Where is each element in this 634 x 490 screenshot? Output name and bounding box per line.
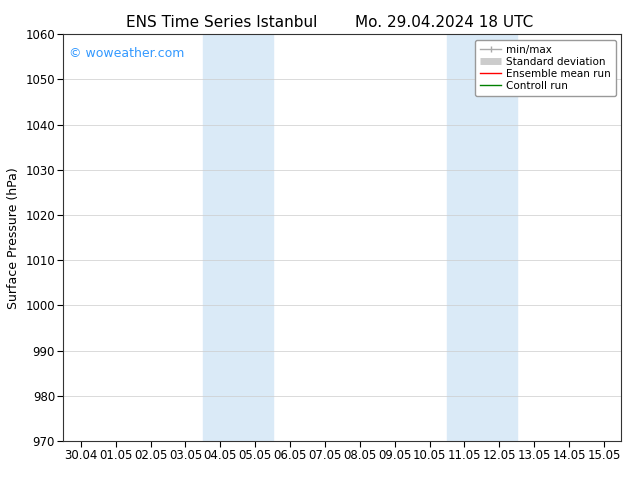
- Text: © woweather.com: © woweather.com: [69, 47, 184, 59]
- Y-axis label: Surface Pressure (hPa): Surface Pressure (hPa): [7, 167, 20, 309]
- Legend: min/max, Standard deviation, Ensemble mean run, Controll run: min/max, Standard deviation, Ensemble me…: [475, 40, 616, 96]
- Text: ENS Time Series Istanbul: ENS Time Series Istanbul: [126, 15, 318, 30]
- Bar: [447, 34, 517, 441]
- Bar: [203, 34, 273, 441]
- Text: Mo. 29.04.2024 18 UTC: Mo. 29.04.2024 18 UTC: [354, 15, 533, 30]
